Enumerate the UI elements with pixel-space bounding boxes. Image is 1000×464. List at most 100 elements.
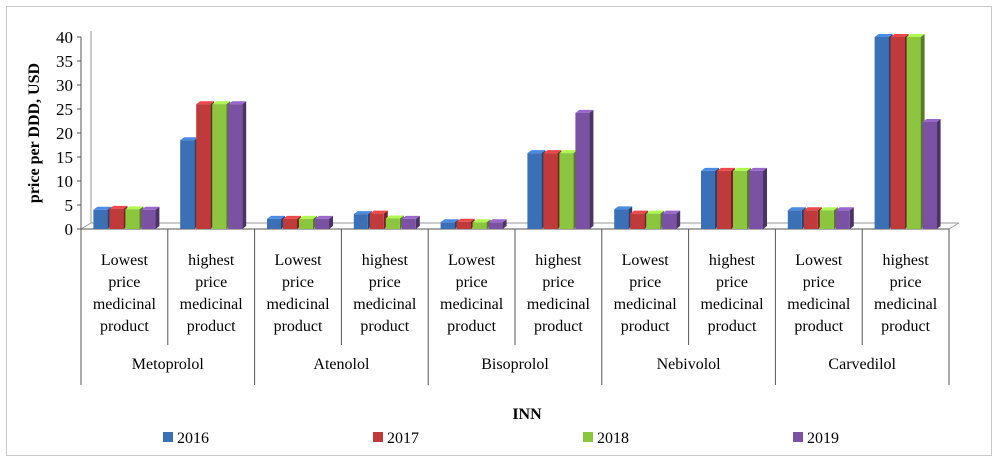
- bar-2018-cat-9: [906, 34, 925, 229]
- category-label-line: Lowest: [274, 252, 322, 269]
- bar: [299, 218, 313, 229]
- category-label-line: product: [100, 318, 149, 335]
- category-label-line: price: [803, 274, 835, 291]
- bar-top-face: [819, 207, 838, 211]
- bar-2017-cat-1: [196, 101, 215, 229]
- bar: [787, 210, 802, 229]
- bar-2018-cat-0: [125, 206, 144, 229]
- category-label-line: highest: [188, 252, 235, 269]
- bar-top-face: [835, 207, 854, 211]
- group-label: Bisoprolol: [481, 356, 549, 373]
- bar-side-face: [415, 215, 420, 229]
- category-label-line: price: [890, 274, 922, 291]
- category-label-line: medicinal: [353, 296, 417, 313]
- bar-top-face: [472, 219, 491, 223]
- category-label-line: highest: [882, 252, 929, 269]
- category-label-line: product: [360, 318, 409, 335]
- bar-2018-cat-1: [212, 101, 231, 229]
- group-label: Metoprolol: [132, 356, 205, 373]
- bar: [196, 104, 211, 229]
- category-label-line: highest: [709, 252, 756, 269]
- legend-label: 2016: [177, 430, 209, 447]
- bar: [93, 209, 108, 229]
- bar: [180, 140, 195, 229]
- bar: [315, 218, 329, 229]
- bar: [749, 170, 763, 229]
- y-tick-label: 10: [56, 172, 73, 191]
- bar: [228, 104, 243, 229]
- category-label-line: highest: [535, 252, 582, 269]
- y-tick-label: 30: [56, 76, 73, 95]
- category-label-line: price: [108, 274, 140, 291]
- bar-top-face: [385, 215, 404, 219]
- bar-top-face: [749, 167, 767, 171]
- bar-side-face: [329, 215, 333, 229]
- bar: [819, 210, 834, 229]
- bar-2019-cat-4: [488, 219, 507, 229]
- bar-top-face: [874, 34, 893, 37]
- bar-side-face: [155, 206, 160, 229]
- bar-2016-cat-2: [267, 215, 285, 229]
- bar-side-face: [936, 118, 941, 229]
- bar-2018-cat-7: [733, 167, 751, 229]
- bar-top-face: [543, 150, 562, 154]
- bar-top-face: [141, 206, 160, 210]
- bar-top-face: [614, 206, 633, 210]
- bar: [906, 37, 921, 229]
- bar-top-face: [283, 215, 301, 219]
- bar-top-face: [922, 118, 941, 122]
- bar-top-face: [575, 109, 594, 113]
- bar-2019-cat-5: [575, 109, 594, 229]
- bar-top-face: [559, 150, 578, 154]
- bar-side-face: [676, 210, 681, 229]
- legend-label: 2018: [597, 430, 629, 447]
- bar-top-face: [353, 211, 372, 215]
- group-label: Nebivolol: [657, 356, 722, 373]
- bar: [733, 170, 747, 229]
- bar: [630, 213, 645, 229]
- bar-top-face: [299, 215, 317, 219]
- group-label: Atenolol: [313, 356, 370, 373]
- category-label-line: price: [282, 274, 314, 291]
- chart-frame: 0 5 10 15 20 25 30 35 40 price per DDD, USD Lowes…: [6, 6, 992, 456]
- bar: [662, 213, 677, 229]
- bar: [874, 37, 889, 229]
- bar-side-face: [502, 219, 507, 229]
- bar-2016-cat-8: [787, 207, 806, 229]
- bar: [456, 221, 471, 229]
- bar-2019-cat-0: [141, 206, 160, 229]
- bar-2017-cat-0: [109, 205, 128, 229]
- bar-2017-cat-2: [283, 215, 301, 229]
- bar-2017-cat-6: [630, 210, 649, 229]
- bar: [543, 153, 558, 229]
- bar-2019-cat-8: [835, 207, 854, 229]
- bar: [212, 104, 227, 229]
- category-label-line: medicinal: [266, 296, 330, 313]
- bar-2016-cat-3: [353, 211, 372, 229]
- bar-2017-cat-3: [369, 210, 388, 229]
- category-label-line: price: [716, 274, 748, 291]
- bar: [488, 222, 503, 229]
- bar-2019-cat-2: [315, 215, 333, 229]
- category-label-line: highest: [362, 252, 409, 269]
- category-label-line: price: [542, 274, 574, 291]
- y-tick-label: 35: [56, 52, 73, 71]
- bar-top-face: [906, 34, 925, 37]
- bar: [701, 170, 715, 229]
- bar: [835, 210, 850, 229]
- category-label-line: Lowest: [622, 252, 670, 269]
- y-tick-label: 15: [56, 148, 73, 167]
- bar-top-face: [125, 206, 144, 210]
- category-label-line: medicinal: [93, 296, 157, 313]
- bar: [575, 112, 590, 229]
- category-label-line: medicinal: [614, 296, 678, 313]
- floor-left-edge: [80, 222, 92, 230]
- bar-2016-cat-9: [874, 34, 893, 229]
- bar-2019-cat-7: [749, 167, 767, 229]
- bar-2017-cat-4: [456, 218, 475, 229]
- bar: [267, 218, 281, 229]
- bar-2019-cat-6: [662, 210, 681, 229]
- category-label-line: medicinal: [180, 296, 244, 313]
- legend-swatch-2019: [793, 432, 803, 442]
- category-label-line: product: [187, 318, 236, 335]
